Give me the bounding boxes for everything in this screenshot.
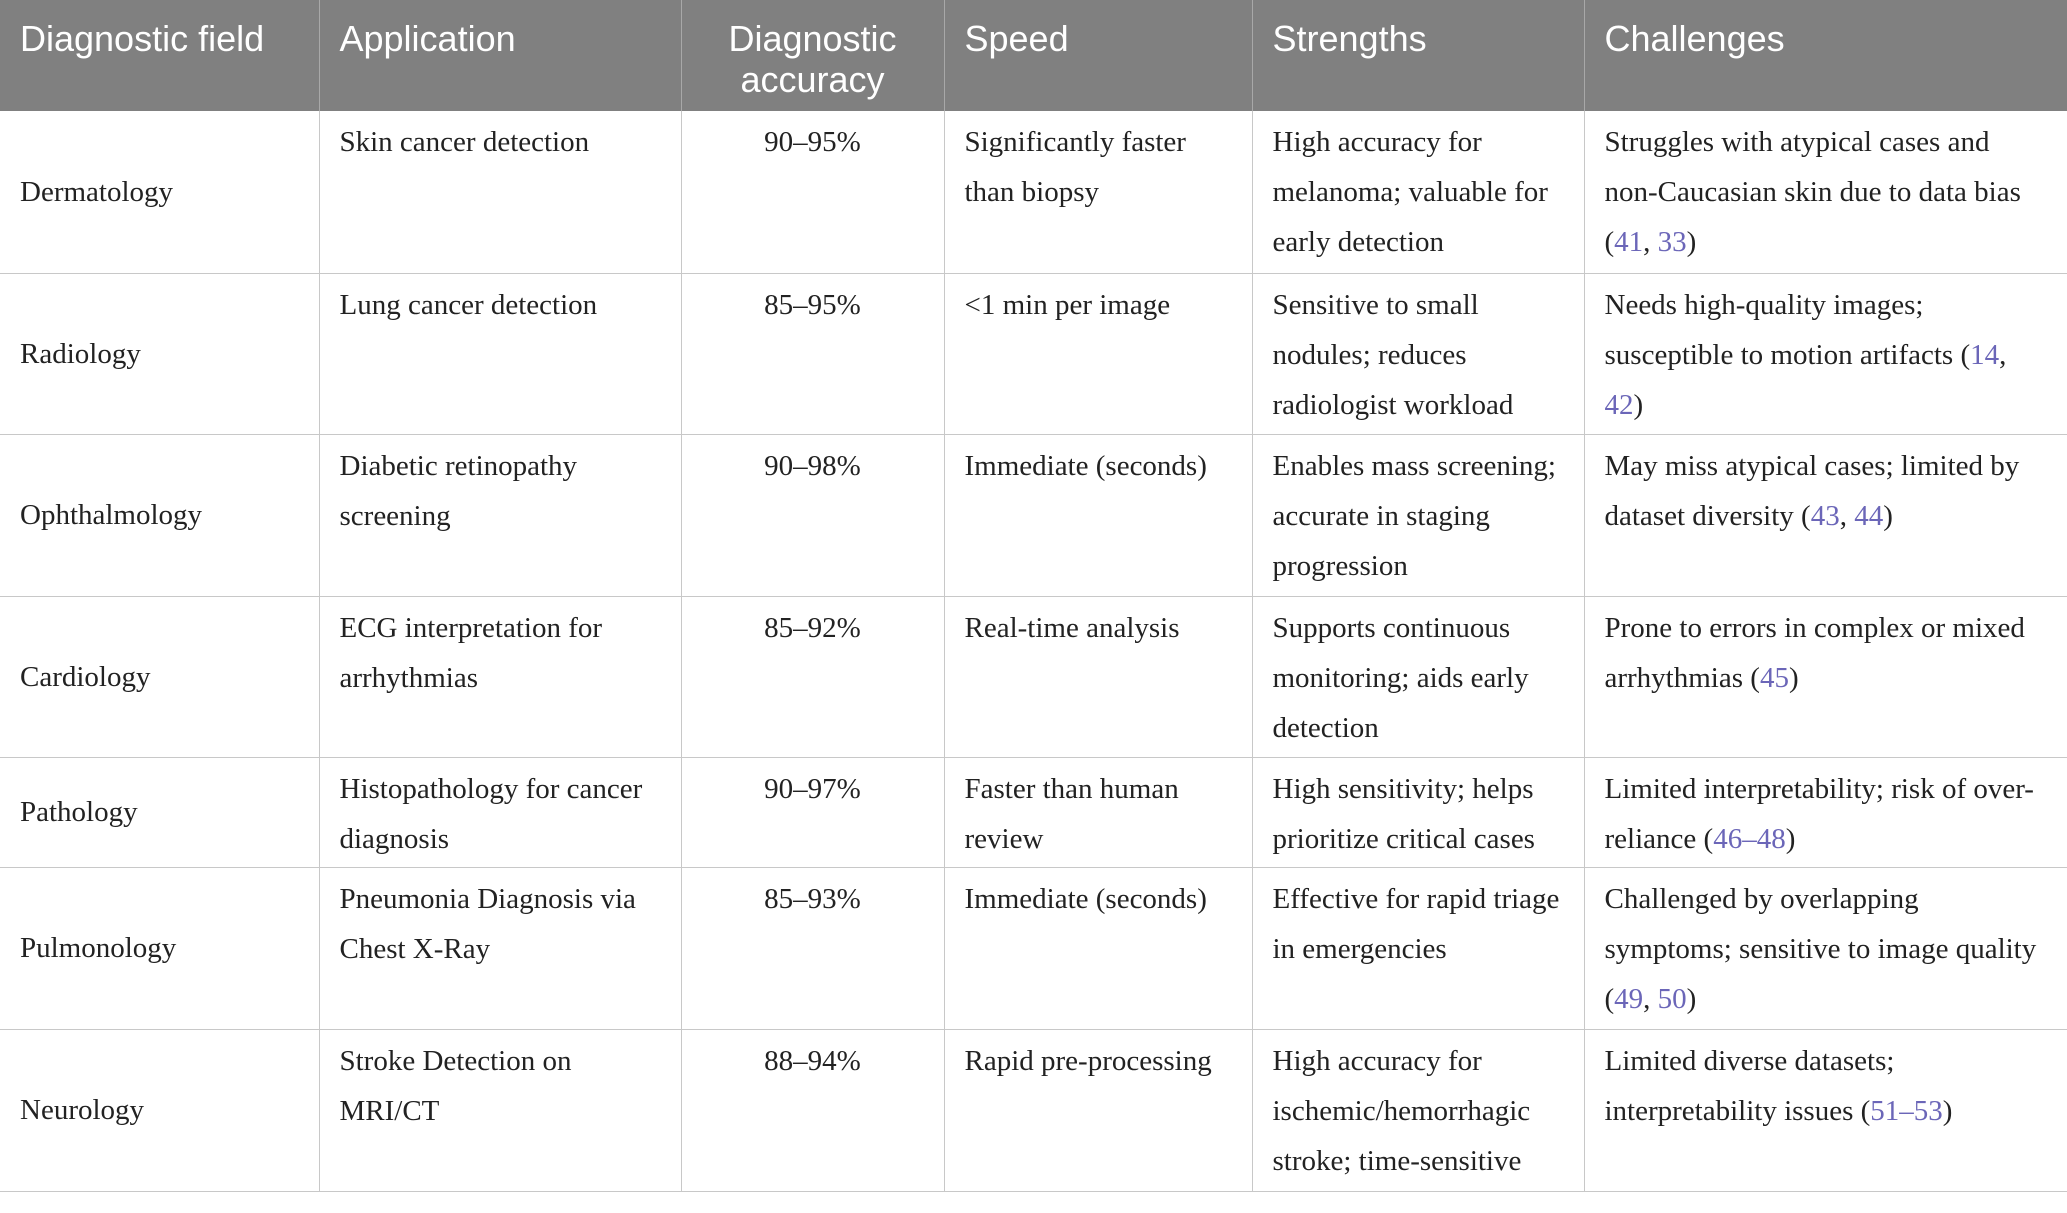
cell-accuracy: 85–93% — [680, 867, 944, 1030]
cell-challenges: Needs high-quality images; susceptible t… — [1583, 273, 2067, 435]
challenges-text: Struggles with atypical cases and non-Ca… — [1604, 126, 2021, 208]
table-row: Neurology Stroke Detection on MRI/CT 88–… — [0, 1029, 2067, 1192]
cell-strengths: Enables mass screening; accurate in stag… — [1251, 434, 1584, 597]
challenges-text: Prone to errors in complex or mixed arrh… — [1604, 611, 2025, 694]
cell-strengths: High accuracy for melanoma; valuable for… — [1251, 111, 1584, 274]
reference-separator: – — [1899, 1094, 1914, 1127]
table-row: Cardiology ECG interpretation for arrhyt… — [0, 596, 2067, 758]
reference-separator: – — [1742, 822, 1757, 855]
header-diagnostic-accuracy: Diagnostic accuracy — [680, 0, 944, 111]
reference-separator: , — [1839, 499, 1855, 532]
cell-strengths: Effective for rapid triage in emergencie… — [1251, 867, 1584, 1030]
cell-accuracy: 88–94% — [680, 1029, 944, 1192]
cell-strengths: Supports continuous monitoring; aids ear… — [1251, 596, 1584, 758]
reference-link[interactable]: 44 — [1854, 499, 1884, 532]
cell-accuracy: 90–97% — [680, 757, 944, 868]
cell-challenges: Limited interpretability; risk of over-r… — [1583, 757, 2067, 868]
header-speed: Speed — [943, 0, 1252, 111]
cell-challenges: Prone to errors in complex or mixed arrh… — [1583, 596, 2067, 758]
cell-field: Dermatology — [0, 111, 319, 274]
cell-application: Skin cancer detection — [318, 111, 681, 274]
table-row: Pathology Histopathology for cancer diag… — [0, 757, 2067, 868]
cell-speed: Faster than human review — [943, 757, 1252, 868]
challenges-text: Needs high-quality images; susceptible t… — [1604, 288, 1954, 371]
cell-field: Ophthalmology — [0, 434, 319, 597]
cell-speed: Immediate (seconds) — [943, 867, 1252, 1030]
header-challenges: Challenges — [1583, 0, 2067, 111]
reference-separator: , — [1643, 982, 1658, 1015]
cell-field: Pulmonology — [0, 867, 319, 1030]
cell-application: Stroke Detection on MRI/CT — [318, 1029, 681, 1192]
reference-link[interactable]: 50 — [1657, 982, 1687, 1015]
cell-challenges: Struggles with atypical cases and non-Ca… — [1583, 111, 2067, 274]
cell-application: Histopathology for cancer diagnosis — [318, 757, 681, 868]
header-diagnostic-field: Diagnostic field — [0, 0, 319, 111]
reference-link[interactable]: 33 — [1657, 226, 1687, 258]
reference-link[interactable]: 46 — [1713, 822, 1743, 855]
challenges-text: May miss atypical cases; limited by data… — [1604, 449, 2020, 532]
reference-link[interactable]: 45 — [1759, 661, 1789, 694]
cell-speed: <1 min per image — [943, 273, 1252, 435]
reference-separator: , — [1643, 226, 1658, 258]
challenges-text: Limited interpretability; risk of over-r… — [1604, 772, 2034, 855]
reference-link[interactable]: 48 — [1756, 822, 1786, 855]
reference-link[interactable]: 43 — [1810, 499, 1840, 532]
cell-strengths: High accuracy for ischemic/hemorrhagic s… — [1251, 1029, 1584, 1192]
cell-strengths: High sensitivity; helps prioritize criti… — [1251, 757, 1584, 868]
reference-link[interactable]: 14 — [1970, 338, 2000, 371]
cell-challenges: May miss atypical cases; limited by data… — [1583, 434, 2067, 597]
reference-separator: , — [1999, 338, 2007, 371]
cell-challenges: Limited diverse datasets; interpretabili… — [1583, 1029, 2067, 1192]
cell-application: Lung cancer detection — [318, 273, 681, 435]
table-row: Radiology Lung cancer detection 85–95% <… — [0, 273, 2067, 435]
cell-speed: Real-time analysis — [943, 596, 1252, 758]
header-strengths: Strengths — [1251, 0, 1584, 111]
reference-link[interactable]: 51 — [1870, 1094, 1900, 1127]
table-row: Ophthalmology Diabetic retinopathy scree… — [0, 434, 2067, 597]
table-header-row: Diagnostic field Application Diagnostic … — [0, 0, 2067, 111]
challenges-text: Challenged by overlapping symptoms; sens… — [1604, 882, 2037, 965]
reference-link[interactable]: 42 — [1604, 388, 1634, 421]
cell-accuracy: 90–98% — [680, 434, 944, 597]
reference-link[interactable]: 49 — [1614, 982, 1644, 1015]
cell-field: Radiology — [0, 273, 319, 435]
header-application: Application — [318, 0, 681, 111]
table-row: Pulmonology Pneumonia Diagnosis via Ches… — [0, 867, 2067, 1030]
cell-accuracy: 85–92% — [680, 596, 944, 758]
cell-speed: Significantly faster than biopsy — [943, 111, 1252, 274]
cell-speed: Immediate (seconds) — [943, 434, 1252, 597]
cell-field: Neurology — [0, 1029, 319, 1192]
cell-strengths: Sensitive to small nodules; reduces radi… — [1251, 273, 1584, 435]
reference-link[interactable]: 53 — [1913, 1094, 1943, 1127]
cell-challenges: Challenged by overlapping symptoms; sens… — [1583, 867, 2067, 1030]
cell-speed: Rapid pre-processing — [943, 1029, 1252, 1192]
cell-accuracy: 85–95% — [680, 273, 944, 435]
cell-application: ECG interpretation for arrhythmias — [318, 596, 681, 758]
cell-field: Pathology — [0, 757, 319, 868]
challenges-text: Limited diverse datasets; interpretabili… — [1604, 1044, 1895, 1127]
cell-accuracy: 90–95% — [680, 111, 944, 274]
reference-link[interactable]: 41 — [1614, 226, 1644, 258]
cell-application: Pneumonia Diagnosis via Chest X-Ray — [318, 867, 681, 1030]
cell-application: Diabetic retinopathy screening — [318, 434, 681, 597]
cell-field: Cardiology — [0, 596, 319, 758]
table-row: Dermatology Skin cancer detection 90–95%… — [0, 111, 2067, 274]
